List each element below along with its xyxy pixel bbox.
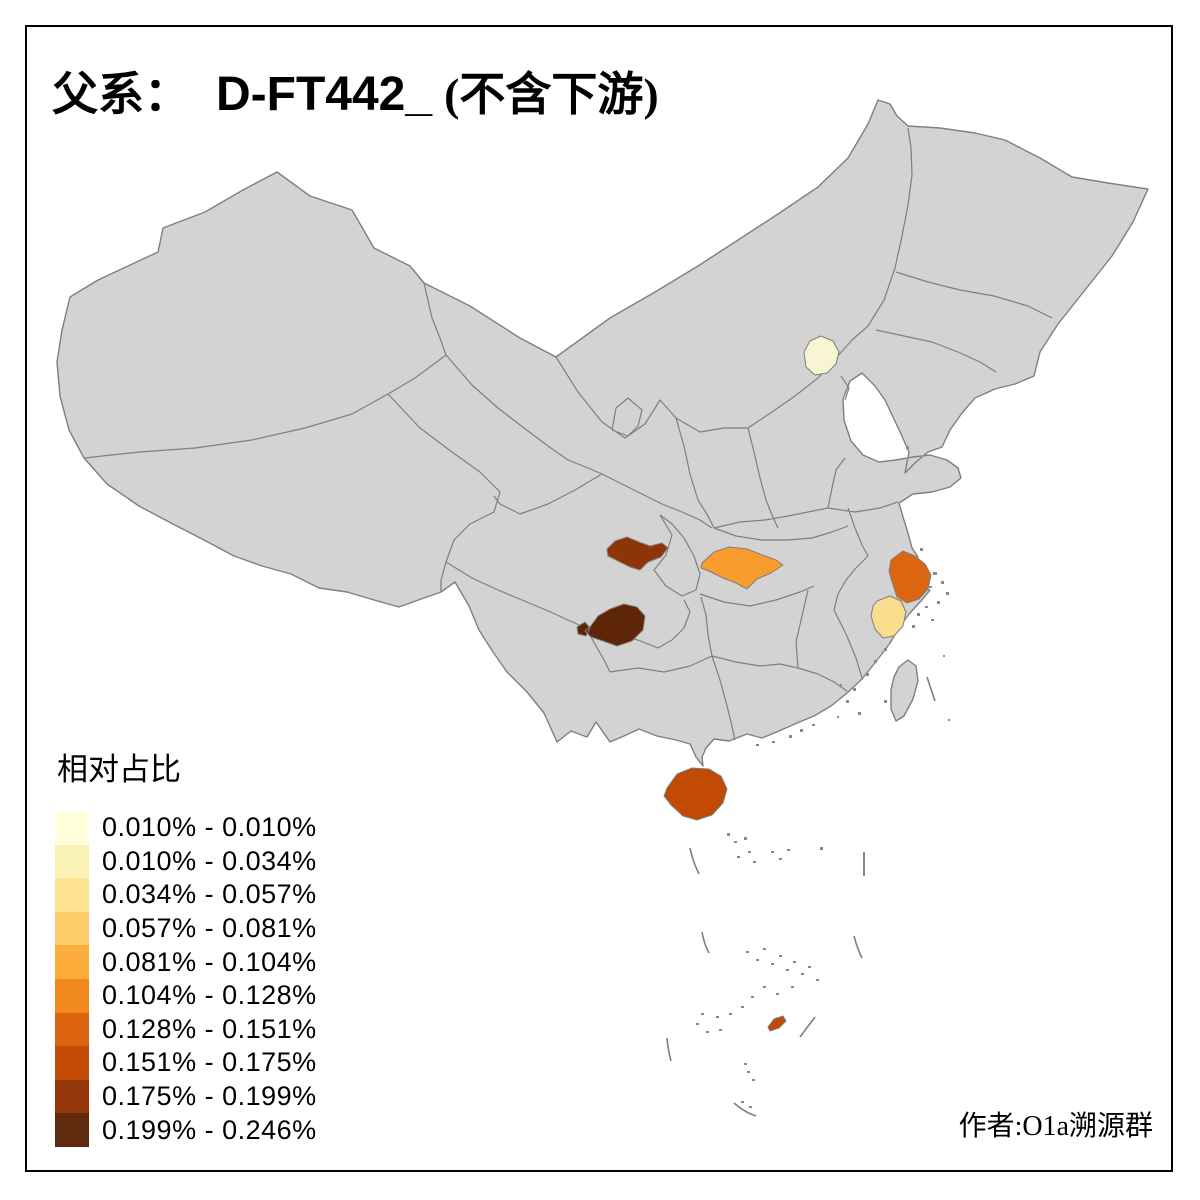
plot-frame (25, 25, 1173, 1172)
legend-swatch (55, 1046, 89, 1080)
legend-row: 0.081% - 0.104% (55, 945, 317, 979)
title-prefix: 父系： (52, 69, 190, 120)
legend-label: 0.175% - 0.199% (102, 1081, 317, 1112)
legend-rows: 0.010% - 0.010% 0.010% - 0.034% 0.034% -… (55, 811, 317, 1147)
legend-label: 0.057% - 0.081% (102, 913, 317, 944)
region-hubei-northwest (700, 546, 784, 590)
legend-row: 0.010% - 0.010% (55, 811, 317, 845)
legend-label: 0.081% - 0.104% (102, 946, 317, 977)
legend-row: 0.034% - 0.057% (55, 878, 317, 912)
small-islands (696, 446, 950, 1108)
legend-row: 0.057% - 0.081% (55, 911, 317, 946)
legend-row: 0.010% - 0.034% (55, 844, 317, 879)
region-zhejiang-south (870, 595, 907, 639)
legend-swatch (55, 1079, 89, 1114)
legend-label: 0.010% - 0.010% (102, 812, 317, 843)
legend-label: 0.104% - 0.128% (102, 980, 317, 1011)
legend-swatch (55, 945, 89, 979)
legend-swatch (55, 911, 89, 946)
region-sichuan-north (606, 536, 669, 571)
legend-row: 0.128% - 0.151% (55, 1012, 317, 1047)
title-haplogroup-code: D-FT442_ (216, 68, 433, 121)
legend-row: 0.199% - 0.246% (55, 1113, 317, 1147)
region-sichuan-south (576, 603, 646, 647)
legend-swatch (55, 1113, 89, 1147)
mainland-china-shape (56, 99, 1149, 767)
region-zhejiang-north (888, 550, 932, 604)
legend-label: 0.151% - 0.175% (102, 1047, 317, 1078)
author-credit: 作者:O1a溯源群 (958, 1111, 1153, 1142)
page-title: 父系： D-FT442_ (不含下游) (52, 58, 659, 124)
legend-swatch (55, 878, 89, 912)
legend-swatch (55, 844, 89, 879)
legend-row: 0.175% - 0.199% (55, 1079, 317, 1114)
province-boundaries (84, 127, 1053, 741)
legend-label: 0.128% - 0.151% (102, 1013, 317, 1044)
region-hainan (663, 767, 728, 821)
taiwan-shape (890, 659, 919, 722)
legend-label: 0.034% - 0.057% (102, 879, 317, 910)
legend: 相对占比 0.010% - 0.010% 0.010% - 0.034% 0.0… (55, 744, 317, 1147)
title-suffix: (不含下游) (444, 69, 659, 120)
region-beijing (803, 335, 840, 376)
legend-swatch (55, 811, 89, 845)
legend-row: 0.151% - 0.175% (55, 1046, 317, 1080)
region-south-china-sea-islet (767, 1015, 787, 1032)
legend-swatch (55, 1012, 89, 1047)
legend-row: 0.104% - 0.128% (55, 978, 317, 1013)
legend-label: 0.199% - 0.246% (102, 1114, 317, 1145)
legend-title: 相对占比 (57, 752, 181, 787)
island-chain-lines (666, 676, 936, 1117)
legend-swatch (55, 978, 89, 1013)
legend-label: 0.010% - 0.034% (102, 845, 317, 876)
